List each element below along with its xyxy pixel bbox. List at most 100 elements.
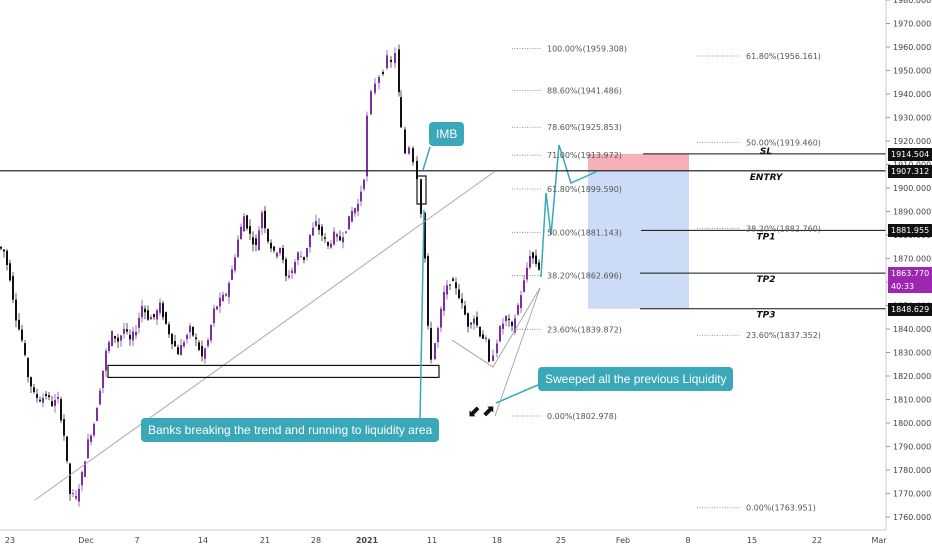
candle-body [538,262,540,270]
candle-body [138,318,140,328]
candle-body [204,348,206,359]
candle-body [81,472,83,486]
candle-body [15,299,17,321]
candle-body [492,355,494,361]
candle-body [370,91,372,115]
candle-body [390,59,392,63]
candle-body [156,310,158,320]
candle-body [99,390,101,405]
y-tick-label: 1790.000 [893,443,931,452]
candle-body [315,221,317,226]
candle-body [294,262,296,274]
fib-label: 0.00%(1763.951) [746,504,816,513]
candle-body [183,342,185,347]
y-tick-label: 1780.000 [893,466,931,475]
fib-label: 71.00%(1913.972) [547,151,622,160]
fib-label: 61.80%(1956.161) [746,52,821,61]
y-tick-label: 1920.000 [893,137,931,146]
candle-body [363,179,365,189]
candle-body [72,493,74,495]
candle-body [30,377,32,387]
candle-body [195,337,197,340]
candle-body [75,496,77,499]
candle-body [84,461,86,478]
candle-body [153,314,155,318]
candle-body [378,76,380,84]
x-tick-label: 14 [198,536,208,545]
candle-body [177,347,179,355]
candle-body [443,291,445,311]
liquidity-zone-box [107,364,440,379]
candle-body [327,241,329,246]
candle-body [48,395,50,398]
y-tick-label: 1810.000 [893,396,931,405]
candle-body [234,257,236,271]
candle-body [505,315,507,322]
candle-body [231,269,233,280]
y-tick-label: 1870.000 [893,255,931,264]
candle-body [535,255,537,264]
y-tick-label: 1940.000 [893,90,931,99]
candles-layer [0,44,540,507]
candle-body [303,256,305,261]
candle-body [532,252,534,259]
imbalance-box [416,175,427,205]
candle-body [339,236,341,241]
candle-body [508,318,510,321]
candle-body [467,313,469,327]
candle-body [225,294,227,296]
candle-body [333,231,335,245]
candle-body [357,204,359,212]
candle-body [3,249,5,252]
candle-body [461,298,463,304]
price-tag-tp2: 1863.770 [888,267,932,281]
candle-body [394,53,396,64]
candle-body [96,407,98,421]
fib-label: 23.60%(1839.872) [547,325,622,334]
fib-label: 88.60%(1941.486) [547,87,622,96]
level-label-tp3: TP3 [757,311,776,321]
candle-body [279,247,281,254]
x-tick-label: 8 [685,536,690,545]
candle-body [312,227,314,236]
candle-body [345,231,347,233]
candle-body [404,129,406,154]
fib-label: 23.60%(1837.352) [746,331,821,340]
candle-body [479,326,481,337]
candle-body [520,295,522,309]
candle-body [398,49,400,93]
candle-body [514,318,516,333]
candle-body [207,339,209,346]
candle-body [168,324,170,335]
candle-body [496,343,498,354]
candle-body [324,237,326,239]
candle-body [523,280,525,292]
candle-body [108,342,110,351]
candle-body [12,276,14,300]
candle-body [330,243,332,248]
candle-body [430,328,432,360]
candle-body [6,250,8,266]
y-tick-label: 1930.000 [893,114,931,123]
candle-body [27,358,29,378]
candle-body [159,302,161,313]
candle-body [526,267,528,280]
candle-body [434,343,436,359]
x-tick-label: 11 [427,536,437,545]
fib-label: 38.20%(1882.760) [746,225,821,234]
x-tick-label: Dec [78,536,93,545]
y-tick-label: 1840.000 [893,325,931,334]
x-tick-label: Feb [616,536,630,545]
candle-body [360,191,362,202]
candle-body [258,230,260,251]
candle-body [198,342,200,351]
level-label-sl: SL [760,147,772,157]
candle-body [78,488,80,502]
candle-body [57,396,59,399]
candle-body [420,179,422,214]
x-tick-label: Mar [871,536,887,545]
y-tick-label: 1950.000 [893,67,931,76]
y-tick-label: 1830.000 [893,349,931,358]
banks-pointer [419,209,425,421]
candle-body [499,326,501,342]
